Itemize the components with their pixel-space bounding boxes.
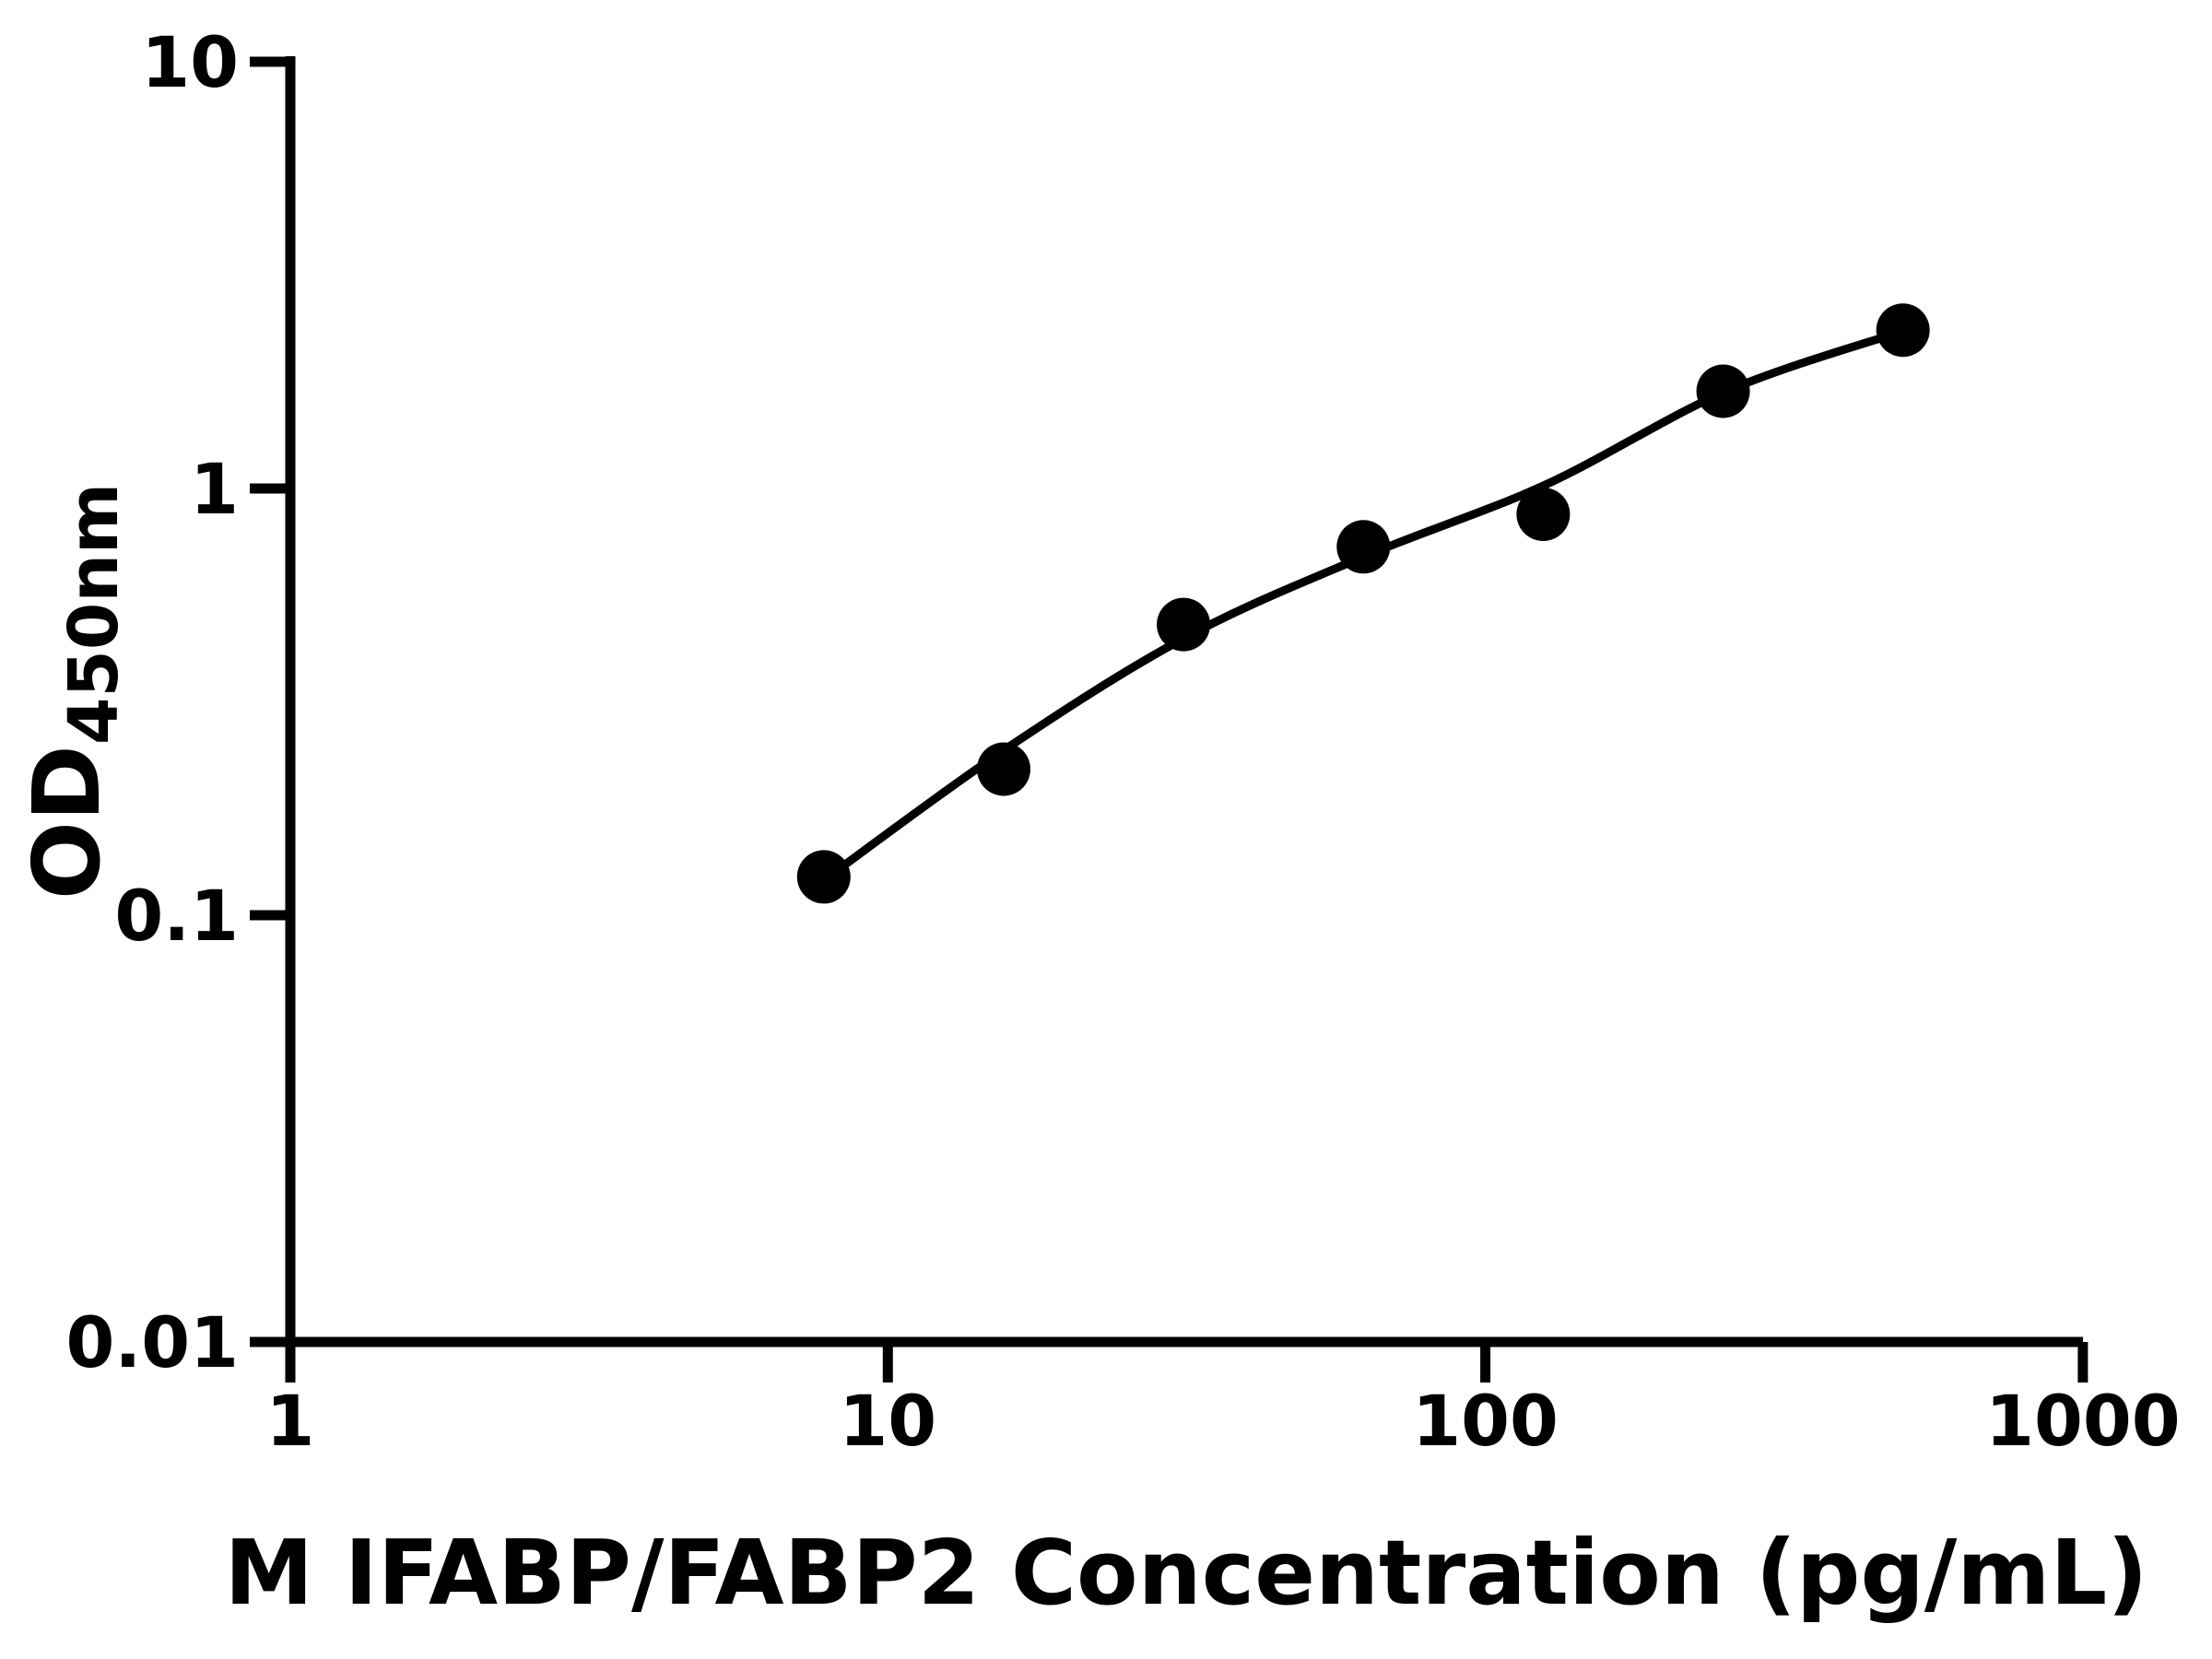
x-tick-label: 1 [266, 1380, 315, 1462]
x-tick-label: 10 [839, 1380, 936, 1462]
fit-curve [824, 325, 1911, 881]
y-tick-label: 0.1 [114, 875, 239, 957]
data-point [1516, 488, 1571, 542]
data-point-layer [796, 303, 1930, 904]
data-point [1876, 303, 1930, 358]
x-axis-title: M IFABP/FABP2 Concentration (pg/mL) [224, 1521, 2147, 1625]
y-tick-label: 10 [141, 21, 239, 103]
y-tick-label: 1 [190, 448, 239, 530]
x-tick-label: 1000 [1985, 1380, 2180, 1462]
x-axis-ticks [285, 1341, 2088, 1382]
x-tick-label: 100 [1412, 1380, 1559, 1462]
fit-curve-layer [824, 325, 1911, 881]
y-axis-title-main: OD [13, 745, 121, 900]
data-point [1696, 364, 1750, 418]
x-axis-tick-labels: 1 10 100 1000 [266, 1380, 2181, 1462]
y-axis-ticks [249, 56, 290, 1347]
y-tick-label: 0.01 [66, 1301, 239, 1383]
data-point [976, 742, 1030, 796]
y-axis-tick-labels: 0.01 0.1 1 10 [66, 21, 239, 1383]
data-point [1336, 520, 1391, 574]
data-point [1157, 597, 1211, 652]
y-axis-title-subscript: 450nm [54, 483, 134, 745]
y-axis-title: OD450nm [13, 483, 134, 900]
data-point [796, 850, 851, 904]
